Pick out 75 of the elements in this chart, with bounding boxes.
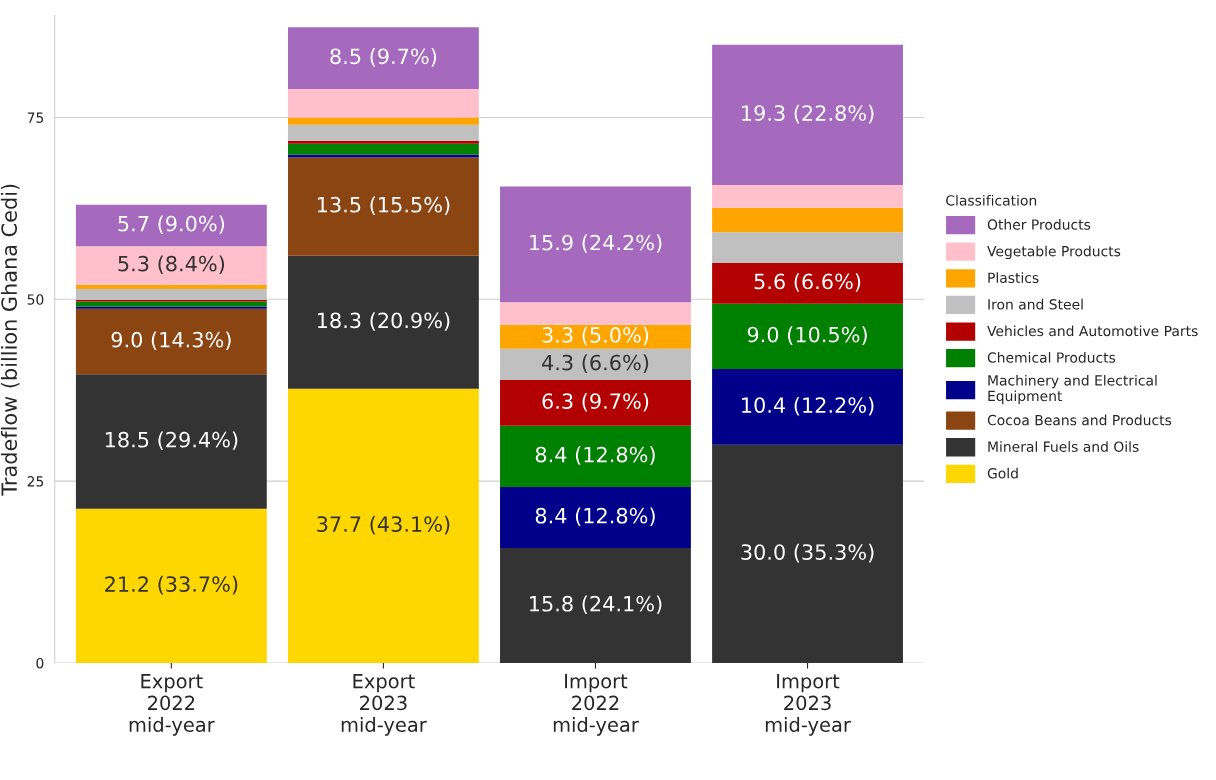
x-tick-label: Export 2022 mid-year	[129, 674, 215, 736]
bar	[75, 308, 267, 375]
legend-label: Other Products	[987, 219, 1091, 230]
bar	[75, 301, 267, 307]
bar	[712, 303, 903, 370]
x-tick-label: Export 2023 mid-year	[341, 674, 427, 736]
data-label: 8.4 (12.8%)	[535, 446, 655, 465]
bar	[500, 425, 691, 487]
data-label: 6.3 (9.7%)	[542, 392, 649, 412]
bar	[287, 27, 479, 90]
y-tick-label: 0	[36, 657, 44, 669]
bar	[712, 207, 903, 233]
legend-label: Machinery and Electrical Equipment	[988, 374, 1157, 404]
bar	[75, 204, 267, 247]
bar	[500, 380, 691, 426]
bar	[287, 143, 479, 155]
data-label: 8.4 (12.8%)	[535, 507, 655, 527]
bar	[287, 124, 479, 141]
legend-label: Gold	[987, 467, 1018, 479]
data-label: 5.3 (8.4%)	[118, 255, 225, 274]
data-label: 3.3 (5.0%)	[542, 326, 649, 346]
data-label: 13.5 (15.5%)	[317, 196, 450, 216]
legend-label: Plastics	[988, 272, 1039, 284]
data-label: 4.3 (6.6%)	[542, 354, 649, 373]
bar	[712, 44, 903, 186]
bar	[287, 89, 479, 118]
data-label: 5.6 (6.6%)	[754, 273, 861, 292]
x-tick-label: Import 2023 mid-year	[765, 674, 851, 736]
y-axis-title: Tradeflow (billion Ghana Cedi)	[0, 184, 20, 496]
bar	[500, 302, 691, 325]
x-tick-label: Import 2022 mid-year	[553, 674, 639, 736]
y-tick-label: 50	[27, 294, 44, 305]
bar	[287, 117, 479, 125]
data-label: 15.8 (24.1%)	[530, 595, 662, 615]
bar	[75, 246, 267, 285]
legend-title: Classification	[946, 194, 1037, 206]
y-tick-label: 75	[27, 112, 44, 123]
bar	[500, 348, 691, 381]
legend-label: Cocoa Beans and Products	[987, 414, 1172, 426]
bar	[712, 185, 903, 208]
data-label: 37.7 (43.1%)	[317, 515, 450, 535]
legend-label: Vehicles and Automotive Parts	[987, 325, 1198, 337]
bar	[500, 186, 691, 303]
data-label: 8.5 (9.7%)	[330, 48, 437, 67]
data-label: 19.3 (22.8%)	[742, 104, 874, 124]
data-label: 5.7 (9.0%)	[118, 215, 225, 234]
bar	[500, 548, 691, 663]
bar	[287, 388, 479, 663]
data-label: 15.9 (24.2%)	[530, 234, 662, 253]
data-label: 10.4 (12.2%)	[742, 396, 874, 416]
bar	[500, 486, 691, 549]
bar	[712, 232, 903, 263]
bar	[712, 369, 903, 445]
data-label: 30.0 (35.3%)	[741, 543, 874, 563]
data-label: 9.0 (10.5%)	[747, 326, 867, 345]
legend-label: Chemical Products	[987, 352, 1116, 363]
bar	[75, 508, 267, 663]
bar	[75, 284, 267, 290]
data-label: 18.5 (29.4%)	[105, 431, 238, 450]
bar	[75, 306, 267, 309]
bar	[75, 374, 267, 509]
y-tick-label: 25	[27, 476, 44, 487]
legend-label: Mineral Fuels and Oils	[988, 441, 1139, 452]
legend-label: Vegetable Products	[987, 245, 1121, 260]
bar	[500, 324, 691, 349]
data-label: 21.2 (33.7%)	[105, 575, 238, 595]
bar	[287, 255, 479, 389]
bar	[75, 289, 267, 301]
data-label: 18.3 (20.9%)	[317, 312, 450, 331]
data-label: 9.0 (14.3%)	[111, 331, 231, 350]
bar	[287, 140, 479, 144]
bar	[712, 262, 903, 304]
bar	[712, 444, 903, 663]
bar	[287, 157, 479, 256]
legend-label: Iron and Steel	[988, 298, 1083, 310]
